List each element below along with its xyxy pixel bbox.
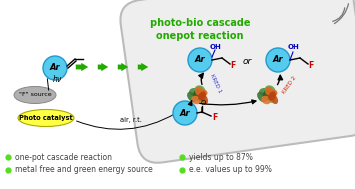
Text: Ar: Ar — [273, 56, 283, 64]
Text: O: O — [200, 100, 206, 106]
Ellipse shape — [195, 85, 205, 95]
Circle shape — [173, 101, 197, 125]
Ellipse shape — [268, 90, 278, 97]
Text: F: F — [308, 61, 313, 70]
Text: photo-bio cascade
onepot reaction: photo-bio cascade onepot reaction — [150, 18, 250, 41]
Ellipse shape — [270, 94, 278, 104]
Ellipse shape — [198, 91, 206, 101]
Text: Ar: Ar — [195, 56, 205, 64]
Ellipse shape — [265, 87, 273, 95]
Ellipse shape — [263, 90, 271, 101]
Ellipse shape — [14, 87, 56, 104]
Text: Photo catalyst: Photo catalyst — [19, 115, 73, 121]
Text: "F" source: "F" source — [19, 92, 51, 98]
Text: Ar: Ar — [50, 64, 60, 73]
Ellipse shape — [196, 93, 206, 103]
Text: KRED 2: KRED 2 — [282, 76, 298, 95]
Ellipse shape — [187, 92, 197, 102]
Ellipse shape — [268, 91, 276, 101]
Text: e.e. values up to 99%: e.e. values up to 99% — [189, 166, 272, 174]
Text: Ar: Ar — [180, 108, 190, 118]
FancyBboxPatch shape — [120, 0, 355, 163]
Ellipse shape — [267, 93, 275, 103]
Text: yields up to 87%: yields up to 87% — [189, 153, 253, 161]
Text: OH: OH — [210, 44, 222, 50]
Ellipse shape — [189, 88, 199, 96]
Ellipse shape — [265, 85, 275, 95]
Ellipse shape — [257, 92, 267, 102]
Ellipse shape — [261, 96, 271, 104]
Text: hν: hν — [53, 75, 61, 84]
Ellipse shape — [195, 87, 203, 95]
Text: metal free and green energy source: metal free and green energy source — [15, 166, 153, 174]
Ellipse shape — [259, 88, 269, 96]
Ellipse shape — [200, 94, 208, 104]
Circle shape — [43, 56, 67, 80]
Ellipse shape — [198, 90, 208, 97]
Circle shape — [266, 48, 290, 72]
Text: air, r.t.: air, r.t. — [120, 117, 142, 123]
Ellipse shape — [191, 96, 201, 104]
Text: one-pot cascade reaction: one-pot cascade reaction — [15, 153, 112, 161]
Ellipse shape — [193, 90, 201, 101]
Text: OH: OH — [288, 44, 300, 50]
Circle shape — [188, 48, 212, 72]
Text: F: F — [230, 61, 235, 70]
Text: F: F — [212, 112, 217, 122]
Text: or: or — [242, 57, 252, 67]
Ellipse shape — [18, 109, 74, 126]
Text: KRED 1: KRED 1 — [209, 74, 223, 94]
